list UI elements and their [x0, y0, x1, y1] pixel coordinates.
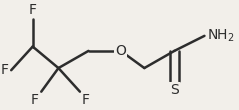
Text: F: F — [82, 93, 90, 107]
Text: F: F — [1, 63, 9, 77]
Text: F: F — [29, 3, 37, 16]
Text: S: S — [170, 83, 179, 97]
Text: O: O — [115, 44, 126, 58]
Text: NH$_2$: NH$_2$ — [206, 28, 234, 44]
Text: F: F — [31, 93, 39, 107]
